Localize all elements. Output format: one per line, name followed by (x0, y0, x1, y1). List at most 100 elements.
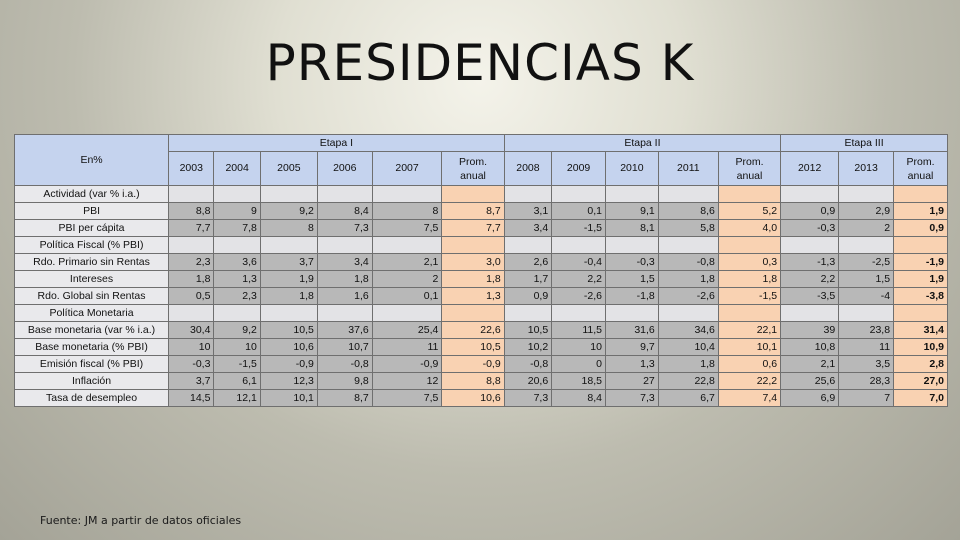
value-cell: 11 (838, 338, 895, 356)
empty-cell (168, 304, 215, 322)
average-cell: 0,9 (893, 219, 948, 237)
year-header: 2012 (780, 151, 840, 186)
section-row: Política Monetaria (13, 304, 948, 322)
value-cell: 1,5 (838, 270, 895, 288)
value-cell: -1,3 (780, 253, 840, 271)
empty-cell (168, 236, 215, 254)
table-row: Intereses 1,8 1,3 1,9 1,8 2 1,8 1,7 2,2 1,5 1,8 1,8… (13, 270, 948, 288)
average-cell: 3,0 (441, 253, 505, 271)
data-table: En% Etapa I Etapa II Etapa III 2003 2004… (13, 134, 948, 407)
empty-cell (893, 236, 948, 254)
year-header: 2011 (657, 151, 719, 186)
value-cell: 30,4 (168, 321, 215, 339)
average-cell: 4,0 (717, 219, 782, 237)
average-cell: 27,0 (893, 372, 948, 390)
value-cell: 23,8 (838, 321, 895, 339)
row-label: Intereses (13, 270, 170, 288)
value-cell: 9 (213, 202, 261, 220)
average-cell: 8,8 (441, 372, 505, 390)
value-cell: 0,9 (780, 202, 840, 220)
value-cell: 2 (371, 270, 443, 288)
etapa-header: Etapa II (503, 134, 782, 152)
header-row-years: 2003 2004 2005 2006 2007 Prom. anual 200… (15, 151, 948, 186)
corner-header: En% (13, 134, 170, 186)
empty-cell (168, 185, 215, 203)
value-cell: 6,9 (780, 389, 840, 407)
row-label: PBI per cápita (13, 219, 170, 237)
value-cell: 8 (259, 219, 318, 237)
year-header: 2008 (503, 151, 553, 186)
average-cell: 7,4 (717, 389, 782, 407)
empty-cell (838, 304, 895, 322)
value-cell: 3,6 (213, 253, 261, 271)
table-row: Base monetaria (% PBI) 10 10 10,6 10,7 11 10,5… (13, 338, 948, 356)
row-label: Base monetaria (var % i.a.) (13, 321, 170, 339)
average-cell: -3,8 (893, 287, 948, 305)
value-cell: 9,2 (259, 202, 318, 220)
empty-cell (657, 304, 719, 322)
empty-cell (551, 304, 606, 322)
value-cell: -0,4 (551, 253, 606, 271)
value-cell: 2,1 (371, 253, 443, 271)
section-row: Actividad (var % i.a.) (13, 185, 948, 203)
value-cell: 8 (371, 202, 443, 220)
average-cell: 22,2 (717, 372, 782, 390)
value-cell: 20,6 (503, 372, 553, 390)
value-cell: 2,2 (551, 270, 606, 288)
value-cell: 39 (780, 321, 840, 339)
empty-cell (259, 304, 318, 322)
value-cell: 6,7 (657, 389, 719, 407)
value-cell: 8,4 (551, 389, 606, 407)
value-cell: 8,4 (316, 202, 373, 220)
empty-cell (213, 236, 261, 254)
table-row: Tasa de desempleo 14,5 12,1 10,1 8,7 7,5 10,6 7… (13, 389, 948, 407)
average-cell: 1,8 (441, 270, 505, 288)
value-cell: 9,7 (604, 338, 659, 356)
value-cell: 7 (838, 389, 895, 407)
row-label: Emisión fiscal (% PBI) (13, 355, 170, 373)
value-cell: 18,5 (551, 372, 606, 390)
value-cell: 3,4 (503, 219, 553, 237)
value-cell: -1,5 (551, 219, 606, 237)
value-cell: 1,9 (259, 270, 318, 288)
row-label: Rdo. Primario sin Rentas (13, 253, 170, 271)
year-header: 2007 (371, 151, 443, 186)
value-cell: -4 (838, 287, 895, 305)
average-header: Prom. anual (893, 151, 948, 186)
value-cell: -2,5 (838, 253, 895, 271)
value-cell: -0,8 (657, 253, 719, 271)
value-cell: -3,5 (780, 287, 840, 305)
value-cell: -0,3 (604, 253, 659, 271)
value-cell: 12 (371, 372, 443, 390)
table-row: Emisión fiscal (% PBI) -0,3 -1,5 -0,9 -0,8 -0… (13, 355, 948, 373)
empty-cell (780, 236, 840, 254)
value-cell: -0,3 (168, 355, 215, 373)
value-cell: 11,5 (551, 321, 606, 339)
value-cell: 11 (371, 338, 443, 356)
average-cell: 22,1 (717, 321, 782, 339)
empty-cell (838, 236, 895, 254)
year-header: 2004 (213, 151, 261, 186)
empty-cell (551, 236, 606, 254)
empty-cell (441, 304, 505, 322)
value-cell: 2,6 (503, 253, 553, 271)
value-cell: 1,7 (503, 270, 553, 288)
average-cell: -1,9 (893, 253, 948, 271)
empty-cell (371, 185, 443, 203)
empty-cell (780, 304, 840, 322)
value-cell: -2,6 (657, 287, 719, 305)
empty-cell (259, 185, 318, 203)
empty-cell (838, 185, 895, 203)
value-cell: 8,6 (657, 202, 719, 220)
table-row: PBI per cápita 7,7 7,8 8 7,3 7,5 7,7 3,4 -1,5 8,1… (13, 219, 948, 237)
value-cell: 2 (838, 219, 895, 237)
value-cell: 1,8 (657, 355, 719, 373)
value-cell: 1,8 (168, 270, 215, 288)
slide-title: PRESIDENCIAS K (265, 34, 695, 92)
value-cell: -1,5 (213, 355, 261, 373)
value-cell: 10,2 (503, 338, 553, 356)
value-cell: 1,6 (316, 287, 373, 305)
row-label: PBI (13, 202, 170, 220)
etapa-header: Etapa I (168, 134, 505, 152)
value-cell: 3,7 (259, 253, 318, 271)
